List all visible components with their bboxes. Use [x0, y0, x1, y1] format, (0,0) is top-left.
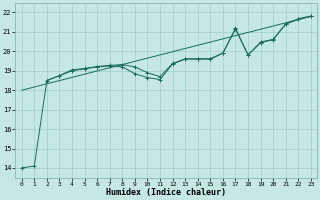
- X-axis label: Humidex (Indice chaleur): Humidex (Indice chaleur): [106, 188, 226, 197]
